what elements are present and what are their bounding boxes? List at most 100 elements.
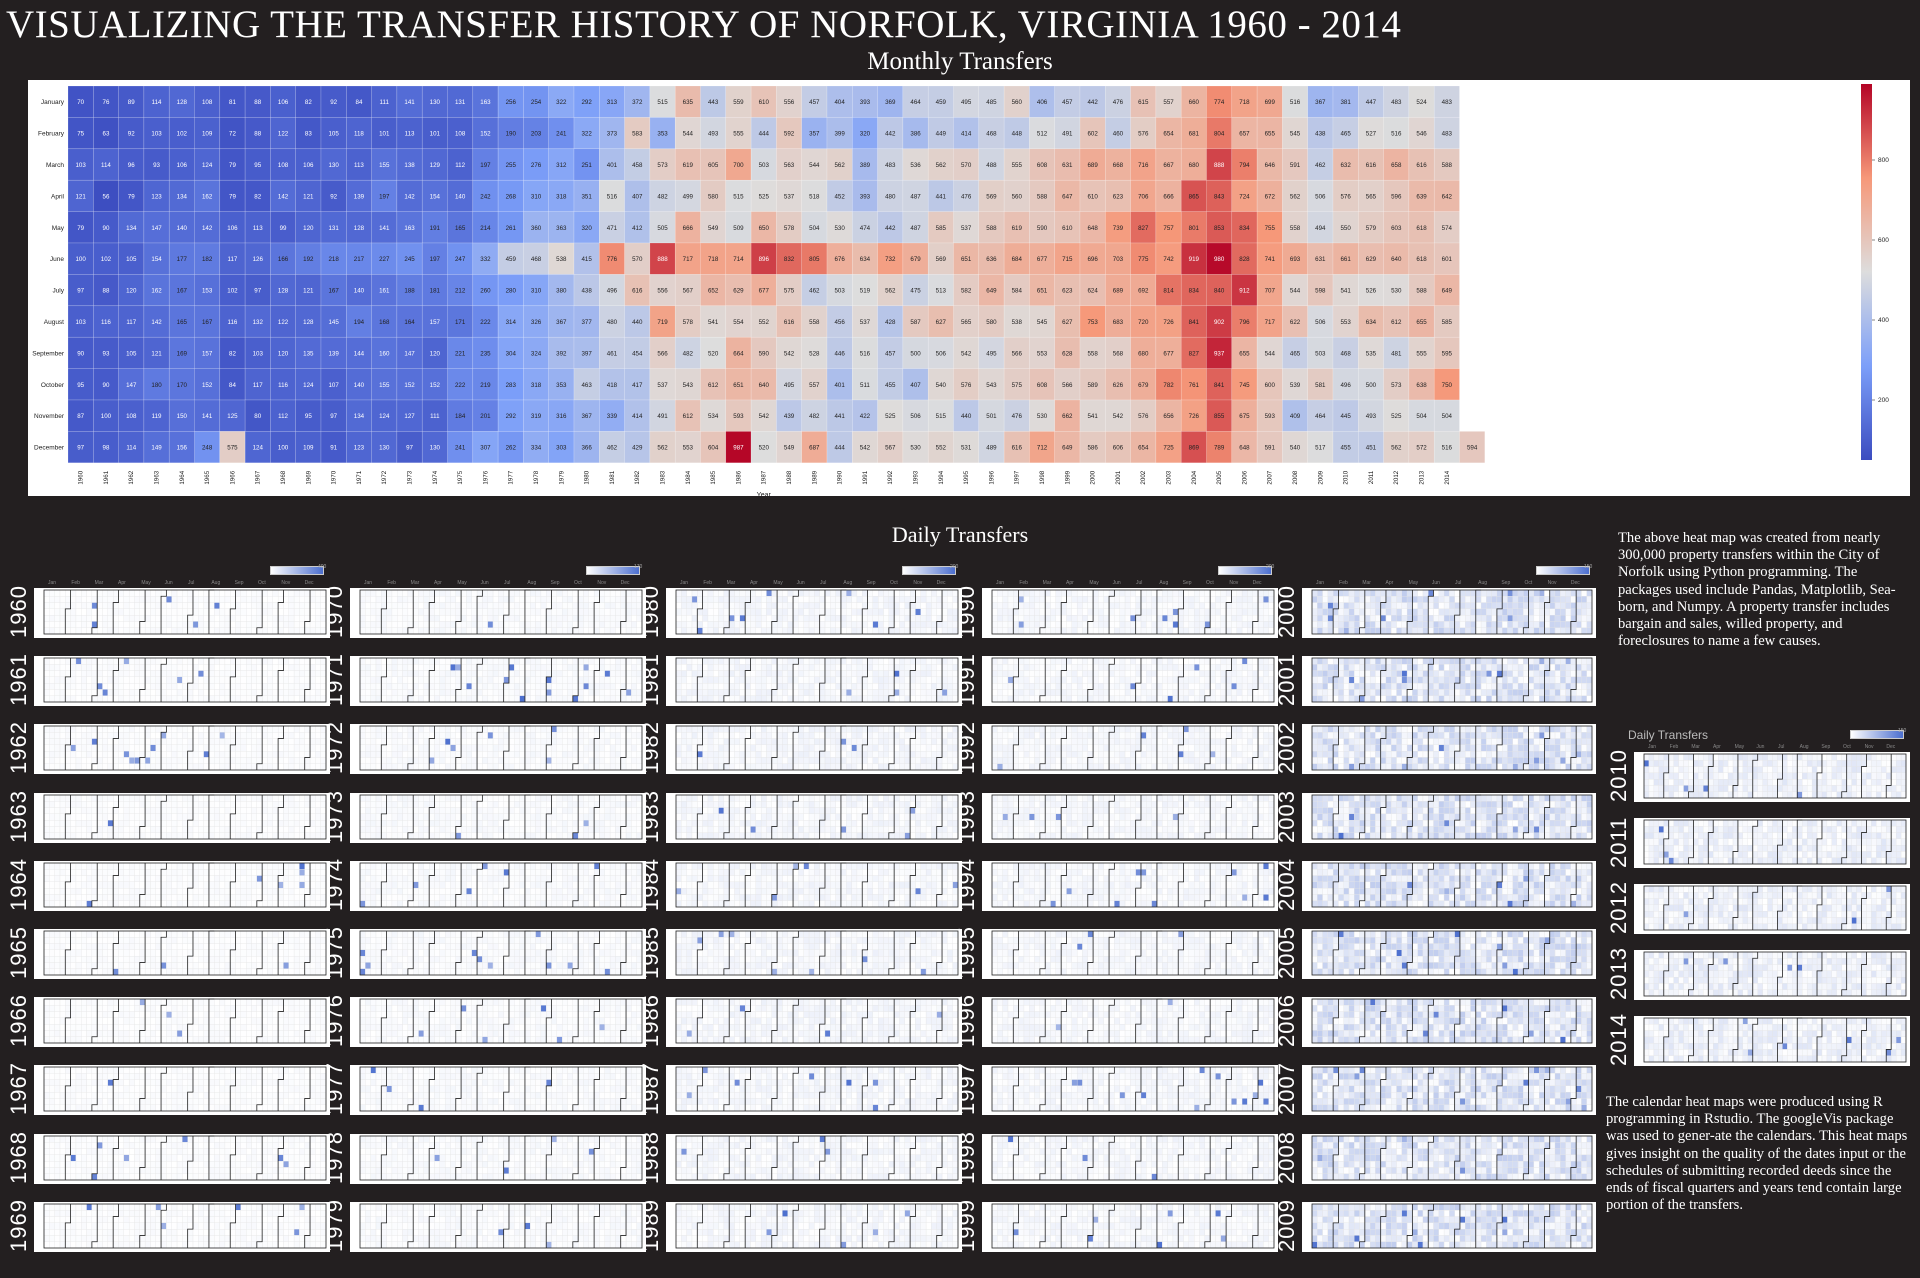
calendar-day-cell bbox=[54, 875, 61, 882]
calendar-day-cell bbox=[86, 1135, 93, 1143]
calendar-day-cell bbox=[97, 868, 103, 876]
calendar-day-cell bbox=[81, 862, 87, 870]
calendar-day-cell bbox=[198, 695, 204, 703]
calendar-day-cell bbox=[144, 949, 151, 957]
calendar-day-cell bbox=[59, 1216, 66, 1223]
heatmap-cell bbox=[1307, 399, 1334, 432]
heatmap-cell-label: 82 bbox=[254, 193, 261, 200]
calendar-day-cell bbox=[91, 1073, 98, 1081]
calendar-day-cell bbox=[102, 1092, 108, 1099]
calendar-day-cell bbox=[251, 962, 257, 969]
calendar-day-cell bbox=[230, 949, 236, 957]
calendar-day-cell bbox=[134, 589, 140, 597]
heatmap-cell-label: 381 bbox=[1340, 99, 1351, 106]
heatmap-cell-label: 92 bbox=[330, 99, 337, 106]
calendar-day-cell bbox=[240, 1098, 247, 1106]
calendar-day-cell bbox=[214, 627, 220, 635]
calendar-day-cell bbox=[155, 1173, 162, 1180]
calendar-day-cell bbox=[91, 894, 98, 901]
heatmap-cell bbox=[599, 85, 625, 118]
calendar-month-divider bbox=[304, 658, 311, 703]
calendar-day-cell bbox=[70, 894, 77, 901]
calendar-day-cell bbox=[288, 1104, 295, 1112]
heatmap-cell-label: 476 bbox=[1012, 413, 1023, 420]
heatmap-cell bbox=[523, 274, 549, 307]
calendar-day-cell bbox=[59, 1222, 66, 1230]
poster-title: VISUALIZING THE TRANSFER HISTORY OF NORF… bbox=[6, 2, 1606, 48]
calendar-day-cell bbox=[86, 1160, 93, 1168]
calendar-day-cell bbox=[315, 1135, 321, 1143]
calendar-day-cell bbox=[134, 955, 140, 963]
heatmap-cell bbox=[624, 399, 651, 432]
heatmap-cell-label: 640 bbox=[759, 382, 770, 389]
calendar-day-cell bbox=[65, 1017, 71, 1025]
calendar-day-cell bbox=[283, 943, 289, 951]
heatmap-cell-label: 155 bbox=[379, 382, 390, 389]
calendar-day-cell bbox=[171, 800, 178, 808]
calendar-day-cell bbox=[59, 887, 66, 895]
calendar-day-cell bbox=[198, 1017, 204, 1025]
calendar-day-cell bbox=[118, 1098, 124, 1106]
heatmap-cell bbox=[801, 305, 828, 338]
calendar-day-cell bbox=[91, 1079, 98, 1087]
heatmap-cell-label: 516 bbox=[607, 193, 618, 200]
calendar-day-cell bbox=[97, 949, 103, 957]
calendar-day-cell bbox=[187, 1135, 194, 1143]
heatmap-cell-label: 163 bbox=[404, 225, 415, 232]
calendar-day-cell bbox=[235, 1079, 242, 1087]
calendar-day-cell bbox=[309, 832, 316, 839]
calendar-day-cell bbox=[81, 738, 87, 746]
heatmap-cell-label: 197 bbox=[430, 256, 441, 263]
calendar-day-cell bbox=[246, 695, 252, 703]
calendar-day-cell bbox=[256, 1067, 263, 1074]
calendar-day-cell bbox=[208, 1067, 215, 1074]
calendar-day-cell bbox=[182, 1098, 188, 1106]
calendar-day-cell bbox=[118, 1222, 124, 1230]
calendar-day-cell bbox=[240, 670, 247, 678]
calendar-month-divider bbox=[139, 1067, 146, 1112]
calendar-heatmap bbox=[34, 929, 330, 979]
calendar-day-cell bbox=[240, 683, 247, 690]
calendar-day-cell bbox=[315, 794, 321, 802]
calendar-day-cell bbox=[262, 670, 268, 678]
calendar-day-cell bbox=[102, 1228, 108, 1236]
calendar-day-cell bbox=[43, 1036, 50, 1044]
calendar-day-cell bbox=[219, 1017, 226, 1025]
calendar-day-cell bbox=[262, 689, 268, 697]
calendar-day-cell bbox=[262, 602, 268, 610]
year-tick-label: 2004 bbox=[1191, 470, 1198, 484]
calendar-day-cell bbox=[288, 1024, 295, 1031]
heatmap-cell bbox=[1079, 274, 1106, 307]
calendar-day-cell bbox=[91, 732, 98, 740]
calendar-day-cell bbox=[277, 807, 284, 814]
heatmap-cell bbox=[295, 179, 322, 212]
heatmap-cell bbox=[143, 431, 170, 464]
calendar-day-cell bbox=[155, 732, 162, 740]
calendar-day-cell bbox=[134, 1086, 140, 1093]
calendar-day-cell bbox=[155, 1067, 162, 1074]
calendar-day-cell bbox=[59, 949, 66, 957]
calendar-day-cell bbox=[176, 1017, 183, 1025]
calendar-day-cell bbox=[256, 1104, 263, 1112]
calendar-day-cell bbox=[219, 614, 226, 622]
calendar-day-cell bbox=[59, 881, 66, 889]
heatmap-cell bbox=[1105, 305, 1131, 338]
calendar-day-cell bbox=[182, 999, 188, 1006]
heatmap-cell bbox=[472, 85, 499, 118]
calendar-day-cell bbox=[102, 614, 108, 622]
calendar-day-cell bbox=[155, 1092, 162, 1099]
calendar-day-cell bbox=[256, 1036, 263, 1044]
year-tick-label: 2008 bbox=[1292, 470, 1299, 484]
calendar-day-cell bbox=[283, 627, 289, 635]
calendar-day-cell bbox=[118, 900, 124, 907]
calendar-day-cell bbox=[144, 1067, 151, 1074]
calendar-day-cell bbox=[230, 1135, 236, 1143]
calendar-month-divider bbox=[304, 931, 311, 975]
calendar-day-cell bbox=[65, 726, 71, 733]
calendar-day-cell bbox=[309, 943, 316, 951]
heatmap-cell-label: 303 bbox=[556, 445, 567, 452]
heatmap-cell bbox=[978, 431, 1005, 464]
calendar-day-cell bbox=[214, 1135, 220, 1143]
calendar-day-cell bbox=[246, 763, 252, 771]
calendar-day-cell bbox=[123, 825, 130, 833]
